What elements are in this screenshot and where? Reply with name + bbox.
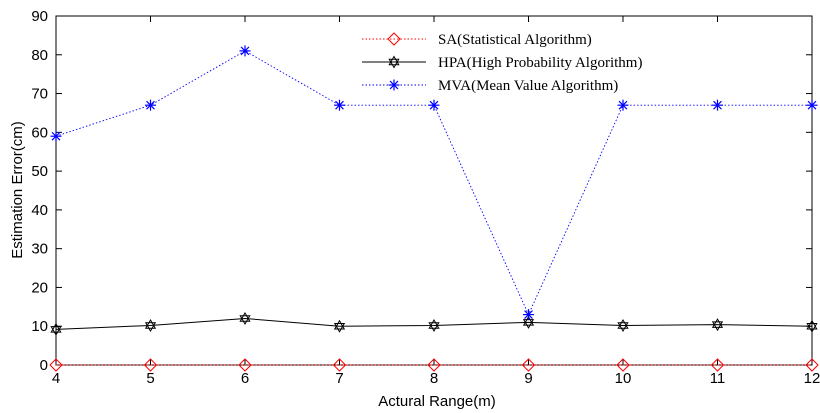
legend-label: HPA(High Probability Algorithm) [438,55,642,71]
data-point [806,99,818,111]
data-point [239,311,251,325]
x-tick-label: 7 [335,370,343,387]
legend-marker [388,55,400,69]
legend-item: MVA(Mean Value Algorithm) [362,78,618,94]
data-point [333,319,346,333]
y-tick-label: 10 [31,318,48,335]
y-tick-label: 20 [31,279,48,296]
legend-item: HPA(High Probability Algorithm) [362,55,642,71]
data-point [332,358,347,372]
y-tick-label: 90 [31,8,48,25]
series-layer [49,45,819,372]
y-tick-label: 50 [31,163,48,180]
data-point [806,319,818,333]
data-point [711,318,724,332]
legend-marker [388,79,400,91]
x-tick-label: 10 [615,370,632,387]
y-tick-label: 80 [31,47,48,64]
x-tick-label: 12 [804,370,820,387]
data-point [523,309,534,321]
x-tick-label: 5 [146,370,154,387]
series-2 [50,311,818,336]
x-axis-label: Actural Range(m) [378,393,496,410]
y-tick-label: 60 [31,124,48,141]
legend-item: SA(Statistical Algorithm) [362,32,592,48]
data-point [49,358,63,372]
y-tick-label: 40 [31,202,48,219]
x-tick-label: 6 [241,370,249,387]
data-point [428,99,440,111]
y-axis-ticks: 0 10 20 30 40 50 60 70 80 90 [31,8,812,374]
y-tick-label: 0 [40,357,48,374]
series-line [55,317,813,330]
data-point [334,99,345,111]
y-tick-label: 70 [31,86,48,103]
y-axis-label: Estimation Error(cm) [9,121,26,259]
legend-label: SA(Statistical Algorithm) [438,32,592,48]
x-axis-ticks: 4 5 6 7 8 9 10 11 12 [52,16,820,387]
data-point [50,322,62,336]
data-point [238,358,252,372]
y-tick-label: 30 [31,241,48,258]
data-point [428,318,440,332]
data-point [521,358,536,372]
plot-area [55,15,813,366]
x-tick-label: 8 [430,370,438,387]
data-point [144,318,157,332]
data-point [712,99,723,111]
data-point [617,318,629,332]
x-tick-label: 9 [524,370,532,387]
x-tick-label: 11 [710,370,726,387]
x-tick-label: 4 [52,370,60,387]
legend-label: MVA(Mean Value Algorithm) [438,78,618,94]
data-point [427,358,441,372]
data-point [239,45,251,57]
data-point [805,358,819,372]
data-point [50,130,62,142]
data-point [143,358,158,372]
data-point [617,99,629,111]
series-1 [49,358,819,372]
axes-frame [55,15,813,366]
data-point [616,358,630,372]
data-point [145,99,156,111]
legend-marker [387,32,401,46]
data-point [710,358,725,372]
series-3 [50,45,818,321]
legend: SA(Statistical Algorithm) HPA(High Probab… [362,32,642,94]
